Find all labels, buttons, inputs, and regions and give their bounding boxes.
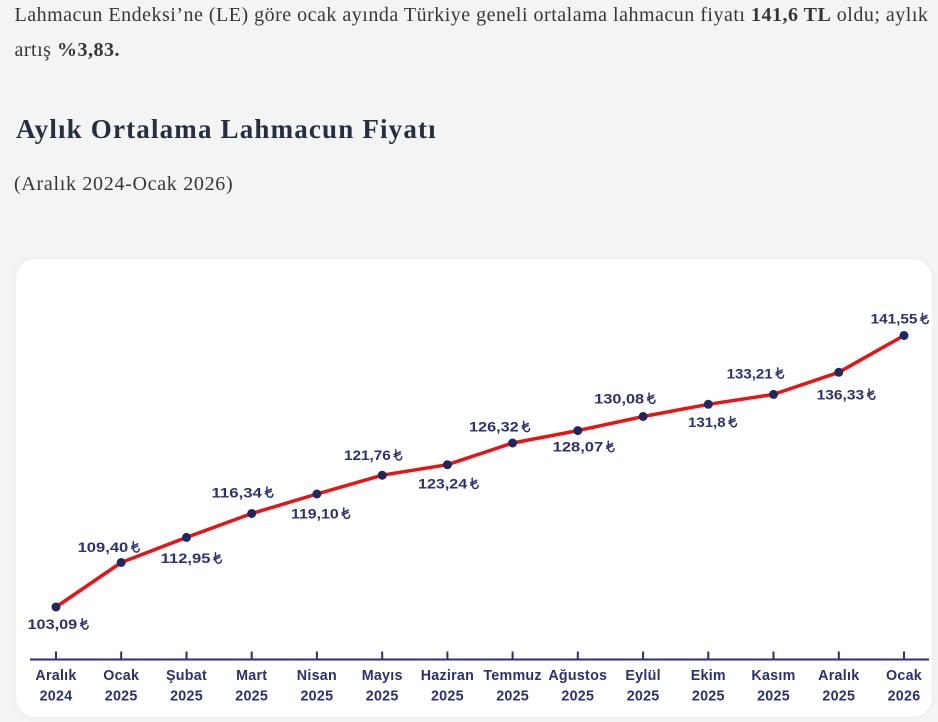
svg-text:2025: 2025 — [692, 688, 725, 704]
svg-text:112,95: 112,95 — [161, 551, 211, 567]
svg-text:Aralık: Aralık — [818, 668, 859, 684]
svg-text:2025: 2025 — [235, 688, 268, 704]
svg-text:116,34: 116,34 — [212, 485, 263, 501]
svg-text:128,07: 128,07 — [553, 440, 604, 456]
svg-text:Ekim: Ekim — [691, 668, 726, 684]
svg-text:103,09: 103,09 — [28, 617, 78, 633]
svg-text:109,40: 109,40 — [78, 540, 129, 556]
svg-text:121,76: 121,76 — [344, 448, 391, 464]
svg-text:2025: 2025 — [822, 688, 855, 704]
svg-text:Haziran: Haziran — [421, 668, 474, 684]
svg-text:Mart: Mart — [236, 668, 267, 684]
svg-text:Mayıs: Mayıs — [362, 668, 403, 684]
svg-text:2025: 2025 — [496, 688, 529, 704]
svg-text:Eylül: Eylül — [625, 668, 660, 684]
svg-text:Ocak: Ocak — [103, 668, 139, 684]
svg-text:130,08: 130,08 — [594, 391, 644, 407]
svg-text:Ocak: Ocak — [886, 668, 922, 684]
svg-text:133,21: 133,21 — [727, 366, 773, 382]
svg-text:Nisan: Nisan — [297, 668, 337, 684]
svg-text:2025: 2025 — [366, 688, 399, 704]
svg-text:119,10: 119,10 — [291, 506, 339, 522]
svg-text:2025: 2025 — [105, 688, 138, 704]
svg-text:2026: 2026 — [888, 688, 921, 704]
svg-text:2025: 2025 — [627, 688, 660, 704]
svg-text:2024: 2024 — [40, 688, 73, 704]
svg-text:2025: 2025 — [300, 688, 333, 704]
svg-text:126,32: 126,32 — [469, 420, 519, 436]
svg-text:131,8: 131,8 — [688, 415, 726, 431]
svg-text:2025: 2025 — [561, 688, 594, 704]
svg-text:Aralık: Aralık — [35, 668, 76, 684]
svg-text:123,24: 123,24 — [418, 477, 467, 493]
svg-text:2025: 2025 — [757, 688, 790, 704]
svg-text:Temmuz: Temmuz — [483, 668, 541, 684]
svg-text:136,33: 136,33 — [817, 387, 865, 403]
svg-text:Şubat: Şubat — [166, 668, 207, 684]
svg-text:2025: 2025 — [431, 688, 464, 704]
svg-text:Kasım: Kasım — [751, 668, 795, 684]
svg-text:2025: 2025 — [170, 688, 203, 704]
svg-text:141,55: 141,55 — [871, 312, 918, 328]
svg-text:Ağustos: Ağustos — [548, 668, 607, 684]
